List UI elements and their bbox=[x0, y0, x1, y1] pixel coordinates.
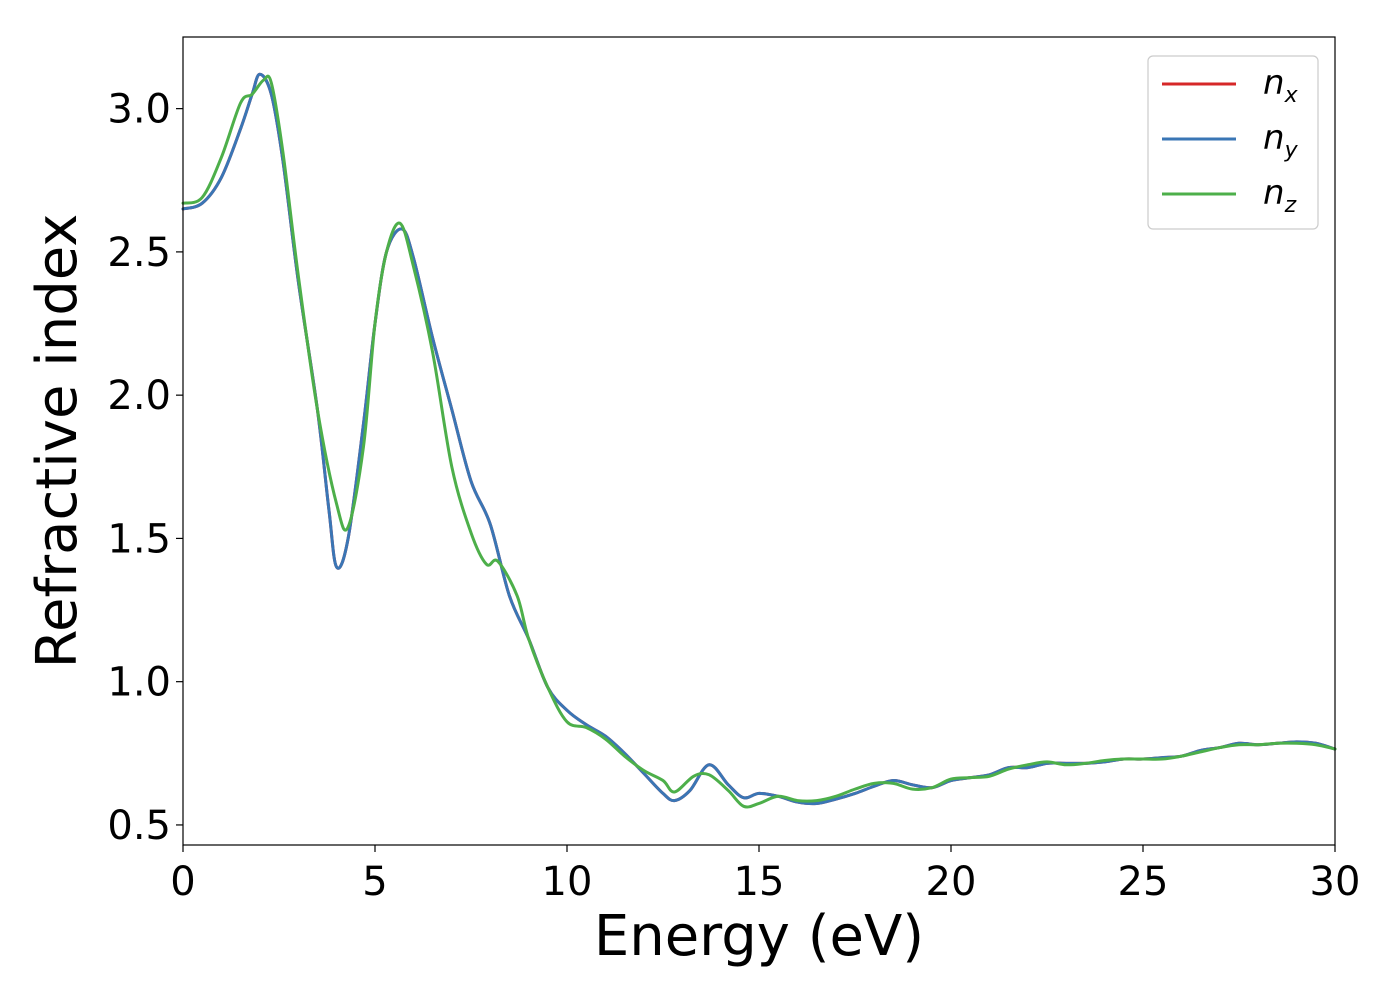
legend-subscript: y bbox=[1284, 138, 1299, 163]
x-tick-label: 0 bbox=[170, 859, 195, 905]
y-tick-label: 0.5 bbox=[107, 803, 171, 849]
y-tick-label: 2.5 bbox=[107, 230, 171, 276]
x-axis-label: Energy (eV) bbox=[594, 904, 924, 969]
x-tick-label: 30 bbox=[1310, 859, 1361, 905]
series-line-nz bbox=[181, 74, 1337, 809]
x-tick-label: 15 bbox=[734, 859, 785, 905]
legend-subscript: x bbox=[1284, 83, 1299, 108]
y-axis: 0.5 1.0 1.5 2.0 2.5 3.0 bbox=[107, 87, 183, 849]
x-tick-label: 5 bbox=[362, 859, 387, 905]
y-tick-label: 1.0 bbox=[107, 660, 171, 706]
x-tick-label: 10 bbox=[542, 859, 593, 905]
x-axis: 0 5 10 15 20 25 30 bbox=[170, 845, 1360, 905]
x-tick-label: 20 bbox=[926, 859, 977, 905]
y-axis-label: Refractive index bbox=[25, 214, 90, 669]
x-tick-label: 25 bbox=[1118, 859, 1169, 905]
series-layer bbox=[181, 72, 1337, 809]
legend-box bbox=[1147, 55, 1319, 230]
legend-subscript: z bbox=[1284, 193, 1297, 218]
y-tick-label: 2.0 bbox=[107, 373, 171, 419]
y-tick-label: 3.0 bbox=[107, 87, 171, 133]
y-tick-label: 1.5 bbox=[107, 516, 171, 562]
